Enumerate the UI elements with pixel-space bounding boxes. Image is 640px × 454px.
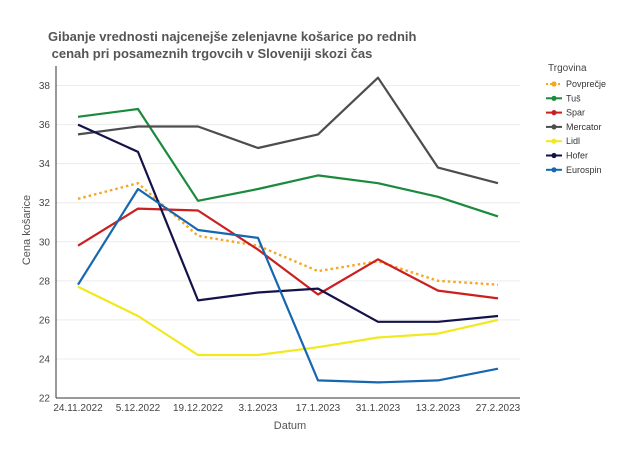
y-tick-label-26: 26	[39, 315, 51, 326]
x-axis-label: Datum	[274, 420, 306, 432]
legend-marker-povprecje	[551, 81, 557, 87]
series-line-hofer	[77, 123, 499, 323]
x-tick-label-4: 17.1.2023	[296, 403, 341, 414]
series-line-lidl	[77, 285, 499, 357]
x-tick-label-6: 13.2.2023	[416, 403, 461, 414]
y-tick-label-36: 36	[39, 120, 51, 131]
y-tick-label-38: 38	[39, 81, 51, 92]
legend-label-hofer: Hofer	[566, 151, 588, 161]
legend-label-spar: Spar	[566, 108, 585, 118]
x-tick-label-5: 31.1.2023	[356, 403, 401, 414]
y-tick-label-30: 30	[39, 237, 51, 248]
legend-label-povprecje: Povprečje	[566, 79, 606, 89]
legend-marker-tus	[551, 95, 557, 101]
x-tick-labels: 24.11.2022 5.12.2022 19.12.2022 3.1.2023 17.…	[53, 403, 520, 414]
series-line-mercator	[77, 76, 499, 185]
legend-items: Povprečje Tuš Spar Mercator Lidl Hofer Eurospi…	[546, 79, 606, 175]
chart-title-line-1: Gibanje vrednosti najcenejše zelenjavne …	[48, 29, 417, 44]
legend-label-eurospin: Eurospin	[566, 165, 602, 175]
legend-marker-lidl	[551, 138, 557, 144]
legend-title: Trgovina	[548, 63, 587, 74]
legend-item-spar: Spar	[546, 108, 585, 118]
x-tick-label-0: 24.11.2022	[53, 403, 103, 414]
legend-label-lidl: Lidl	[566, 136, 580, 146]
y-tick-label-28: 28	[39, 276, 51, 287]
legend-item-hofer: Hofer	[546, 151, 588, 161]
y-axis-label: Cena košarice	[21, 195, 33, 265]
y-tick-label-24: 24	[39, 354, 51, 365]
legend-marker-eurospin	[551, 167, 557, 173]
axes	[55, 66, 520, 399]
y-tick-labels: 22 24 26 28 30 32 34 36 38	[39, 81, 51, 404]
x-tick-label-2: 19.12.2022	[173, 403, 223, 414]
series-line-povprecje	[77, 181, 499, 286]
y-tick-label-32: 32	[39, 198, 51, 209]
x-tick-label-1: 5.12.2022	[116, 403, 161, 414]
gridlines	[56, 85, 520, 399]
legend-item-lidl: Lidl	[546, 136, 580, 146]
series-lines	[77, 76, 499, 384]
chart-title-line-2: cenah pri posameznih trgovcih v Slovenij…	[48, 46, 372, 61]
x-tick-label-7: 27.2.2023	[476, 403, 521, 414]
x-tick-label-3: 3.1.2023	[239, 403, 278, 414]
legend-item-eurospin: Eurospin	[546, 165, 602, 175]
y-tick-label-34: 34	[39, 159, 51, 170]
series-line-eurospin	[77, 187, 499, 384]
legend-marker-spar	[551, 110, 557, 116]
legend: Trgovina Povprečje Tuš Spar Mercator Lidl Hof…	[546, 63, 606, 175]
legend-marker-mercator	[551, 124, 557, 130]
legend-item-mercator: Mercator	[546, 122, 602, 132]
legend-item-tus: Tuš	[546, 93, 581, 103]
legend-item-povprecje: Povprečje	[546, 79, 606, 89]
legend-label-mercator: Mercator	[566, 122, 602, 132]
legend-marker-hofer	[551, 152, 557, 159]
series-line-tus	[77, 107, 499, 218]
y-tick-label-22: 22	[39, 394, 51, 405]
legend-label-tus: Tuš	[566, 93, 581, 103]
series-line-spar	[77, 207, 499, 300]
